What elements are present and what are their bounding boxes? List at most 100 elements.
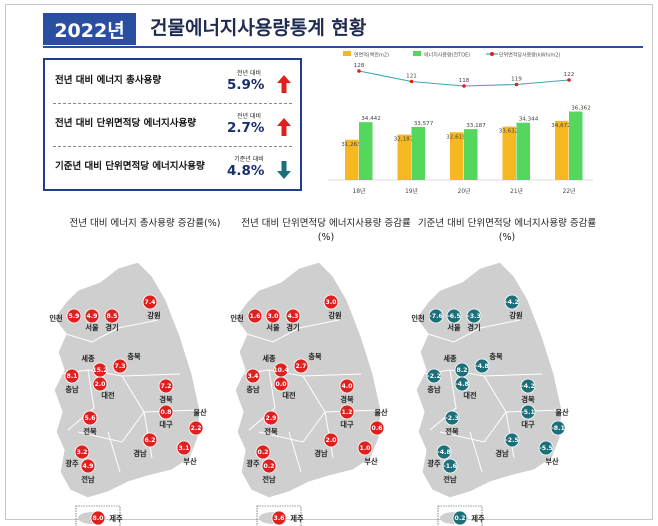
region-value-bubble bbox=[452, 510, 468, 526]
region-value-bubble bbox=[176, 440, 192, 456]
region-name-label: 전북 bbox=[445, 427, 459, 436]
region-value-label: 1.0 bbox=[360, 445, 372, 452]
region-name-label: 충북 bbox=[489, 352, 503, 361]
region-value-bubble bbox=[454, 376, 470, 392]
region-name-label: 경기 bbox=[467, 323, 480, 332]
province-boundary bbox=[288, 431, 302, 473]
region-name-label: 전북 bbox=[264, 427, 278, 436]
region-value-label: 7.2 bbox=[161, 383, 172, 390]
region-value-bubble bbox=[158, 404, 174, 420]
region-name-label: 서울 bbox=[266, 323, 280, 332]
region-value-label: -4.8 bbox=[475, 363, 489, 370]
x-tick-label: 22년 bbox=[563, 187, 576, 195]
arrow-down-icon bbox=[277, 161, 291, 179]
region-name-label: 제주 bbox=[471, 514, 485, 523]
region-value-label: 15.2 bbox=[92, 367, 107, 374]
region-value-label: -4.8 bbox=[455, 381, 469, 388]
region-name-label: 울산 bbox=[374, 408, 388, 417]
region-name-label: 충북 bbox=[308, 352, 322, 361]
region-value-label: 2.0 bbox=[326, 437, 338, 444]
stat-label: 전년 대비 단위면적당 에너지사용량 bbox=[55, 118, 197, 129]
region-value-bubble bbox=[466, 308, 482, 324]
bar-value-label: 32,619 bbox=[446, 134, 466, 140]
region-value-label: -5.5 bbox=[539, 445, 553, 452]
line-value-label: 122 bbox=[564, 72, 575, 78]
region-name-label: 대전 bbox=[463, 391, 477, 400]
region-value-label: 4.0 bbox=[342, 383, 354, 390]
region-value-label: 8.0 bbox=[93, 515, 105, 522]
stat-value: 5.9% bbox=[227, 77, 265, 93]
region-value-bubble bbox=[323, 432, 339, 448]
stat-value: 2.7% bbox=[227, 120, 265, 136]
region-value-label: 1.6 bbox=[250, 313, 261, 320]
region-value-label: 4.9 bbox=[83, 463, 94, 470]
bar bbox=[397, 134, 411, 180]
region-value-bubble bbox=[84, 308, 100, 324]
arrow-up-icon bbox=[277, 118, 291, 136]
legend-swatch bbox=[490, 52, 494, 56]
summary-stats-box: 전년 대비 에너지 총사용량 전년 대비 5.9% 전년 대비 단위면적당 에너… bbox=[43, 58, 302, 191]
stat-row: 전년 대비 에너지 총사용량 전년 대비 5.9% bbox=[45, 60, 300, 103]
province-boundary bbox=[258, 411, 326, 443]
korea-map: 5.9 인천 4.9 서울 8.5 경기 7.4 강원 15.2 세종 7.3충북 8.1 충남 2.0 대… bbox=[49, 261, 207, 526]
region-name-label: 경남 bbox=[133, 449, 147, 458]
province-boundary bbox=[439, 411, 507, 443]
stat-row: 기준년 대비 단위면적당 에너지사용량 기준년 대비 4.8% bbox=[45, 146, 300, 189]
region-value-bubble bbox=[339, 404, 355, 420]
bar bbox=[359, 122, 373, 180]
region-value-bubble bbox=[285, 308, 301, 324]
map-title-unit-area: 전년 대비 단위면적당 에너지사용량 증감률(%) bbox=[241, 218, 411, 243]
region-name-label: 경기 bbox=[105, 323, 118, 332]
region-value-label: 8.1 bbox=[67, 373, 78, 380]
bar-value-label: 33,187 bbox=[466, 123, 486, 129]
region-value-bubble bbox=[255, 444, 271, 460]
jeju-inset-box bbox=[437, 505, 483, 526]
region-name-label: 충북 bbox=[127, 352, 141, 361]
region-value-bubble bbox=[520, 404, 536, 420]
building-energy-bar-chart: 연면적(백만m2) 에너지사용량(천TOE) 단위면적당사용량(kWh/m2) 31,… bbox=[328, 51, 593, 195]
region-value-label: 3.1 bbox=[179, 445, 190, 452]
region-name-label: 전북 bbox=[83, 427, 97, 436]
region-name-label: 충남 bbox=[65, 385, 79, 394]
region-value-bubble bbox=[263, 410, 279, 426]
region-value-label: 3.0 bbox=[268, 313, 280, 320]
region-value-label: 2.0 bbox=[95, 381, 107, 388]
line-value-label: 119 bbox=[511, 77, 522, 83]
line-point bbox=[514, 82, 519, 87]
region-name-label: 경남 bbox=[495, 449, 509, 458]
map-title-base-year: 기준년 대비 단위면적당 에너지사용량 증감률(%) bbox=[417, 218, 597, 243]
region-value-bubble bbox=[158, 378, 174, 394]
region-name-label: 경북 bbox=[521, 395, 535, 404]
region-value-label: 1.2 bbox=[342, 409, 353, 416]
region-value-label: 4.9 bbox=[87, 313, 98, 320]
region-value-bubble bbox=[112, 358, 128, 374]
stat-label: 전년 대비 에너지 총사용량 bbox=[55, 75, 162, 86]
bar-value-label: 32,187 bbox=[394, 137, 414, 143]
region-value-label: -4.8 bbox=[437, 449, 451, 456]
province-boundary bbox=[246, 319, 340, 343]
line-value-label: 118 bbox=[459, 78, 470, 84]
bar bbox=[555, 120, 569, 180]
line-point bbox=[357, 69, 361, 73]
legend-swatch bbox=[343, 51, 351, 56]
x-tick-label: 20년 bbox=[458, 187, 471, 195]
stat-row: 전년 대비 단위면적당 에너지사용량 전년 대비 2.7% bbox=[45, 103, 300, 146]
region-value-bubble bbox=[339, 378, 355, 394]
stat-caption: 전년 대비 bbox=[237, 70, 261, 77]
region-value-bubble bbox=[426, 368, 442, 384]
region-name-label: 울산 bbox=[193, 408, 207, 417]
region-value-bubble bbox=[188, 420, 204, 436]
region-name-label: 대구 bbox=[340, 420, 354, 429]
region-value-bubble bbox=[245, 368, 261, 384]
line-point bbox=[462, 84, 466, 88]
stat-divider bbox=[53, 146, 292, 147]
region-name-label: 인천 bbox=[49, 314, 63, 323]
region-value-label: 0.2 bbox=[258, 449, 269, 456]
region-value-bubble bbox=[357, 440, 373, 456]
region-value-bubble bbox=[293, 358, 309, 374]
region-value-label: -4.2 bbox=[505, 299, 519, 306]
region-name-label: 부산 bbox=[183, 457, 197, 466]
region-value-label: -7.6 bbox=[429, 313, 443, 320]
province-boundary bbox=[248, 369, 276, 431]
